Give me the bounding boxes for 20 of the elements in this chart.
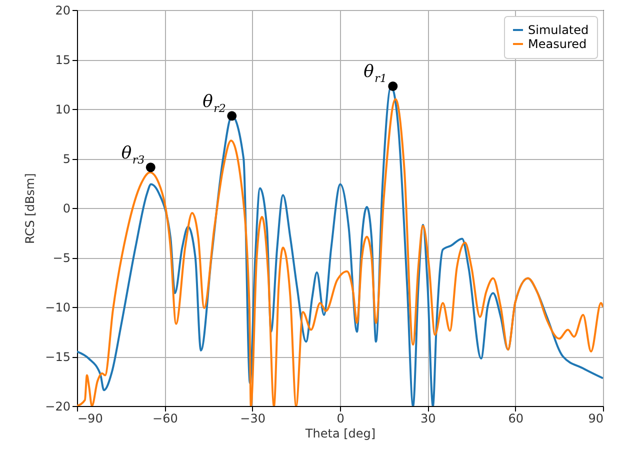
- x-tick-label: −90: [78, 412, 103, 426]
- y-tick-label: 15: [55, 53, 70, 67]
- x-tick-label: 90: [588, 412, 604, 426]
- y-tick-label: −5: [52, 251, 70, 265]
- y-tick-label: 20: [55, 4, 70, 18]
- y-axis-title: RCS [dBsm]: [23, 173, 38, 244]
- x-tick-label: 30: [420, 412, 436, 426]
- x-tick-label: 0: [336, 412, 344, 426]
- x-tick-label: −60: [152, 412, 178, 426]
- legend-label: Measured: [528, 37, 587, 51]
- x-tick-label: 60: [508, 412, 524, 426]
- x-tick-label: −30: [240, 412, 266, 426]
- y-tick-label: −15: [45, 350, 70, 364]
- legend-label: Simulated: [528, 23, 589, 37]
- x-axis-title: Theta [deg]: [304, 426, 376, 440]
- y-tick-label: −10: [45, 300, 70, 314]
- y-tick-label: 5: [62, 152, 70, 166]
- y-tick-label: 10: [55, 102, 70, 116]
- y-tick-label: −20: [45, 400, 70, 414]
- y-tick-label: 0: [62, 202, 70, 216]
